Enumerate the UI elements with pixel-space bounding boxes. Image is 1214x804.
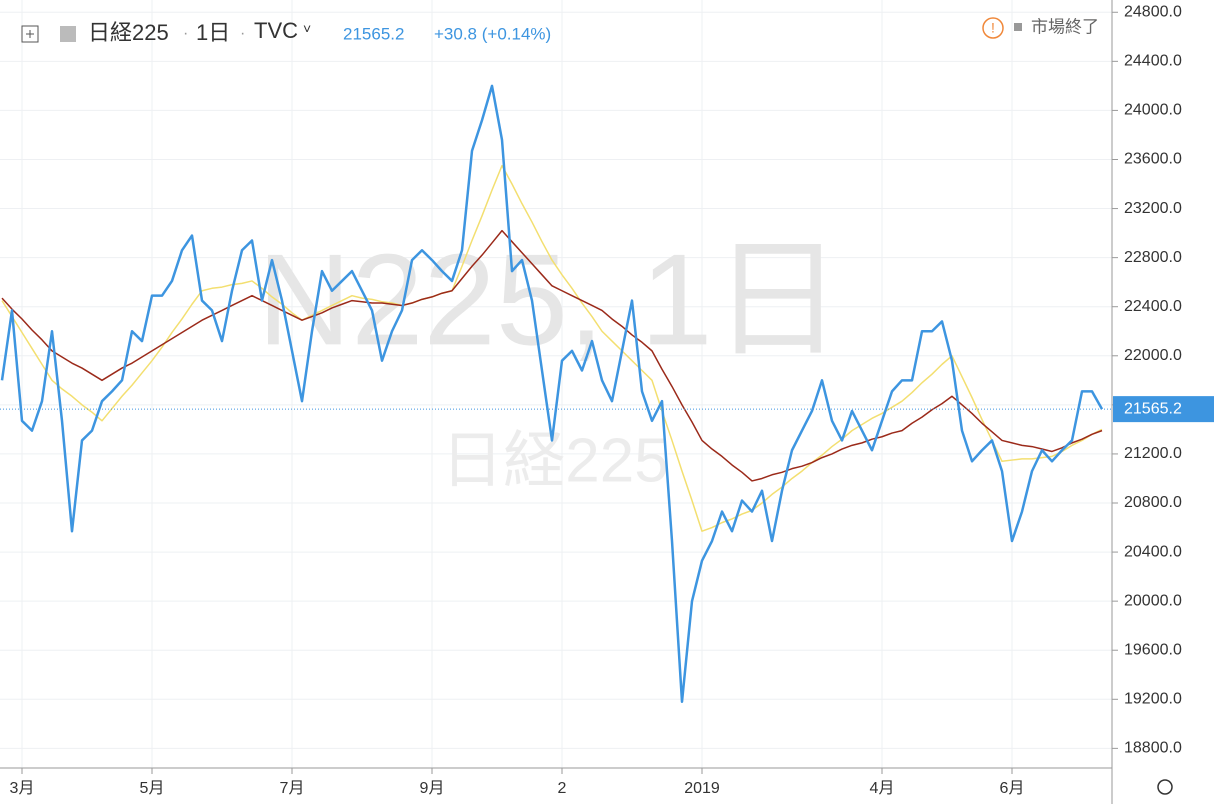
grid [0, 0, 1112, 768]
watermark: N225, 1日 [257, 226, 842, 372]
y-tick-label: 20000.0 [1124, 592, 1182, 609]
x-tick-label: 9月 [420, 780, 445, 797]
series-line [0, 84, 1104, 704]
series-line [1, 229, 1103, 482]
x-tick-label: 2019 [684, 780, 720, 797]
market-status: 市場終了 [1031, 17, 1099, 36]
y-tick-label: 20800.0 [1124, 494, 1182, 511]
y-tick-label: 19600.0 [1124, 641, 1182, 658]
series-line [1, 164, 1103, 532]
alert-icon[interactable] [982, 17, 1004, 39]
header: 日経225 · 1日 · TVC ˅ 21565.2 +30.8 (+0.14%… [21, 17, 1099, 45]
separator: · [183, 25, 188, 42]
y-tick-label: 24800.0 [1124, 3, 1182, 20]
last-price-label: 21565.2 [1124, 400, 1182, 417]
settings-icon[interactable] [1157, 779, 1173, 795]
interval[interactable]: 1日 [196, 20, 230, 45]
x-tick-label: 5月 [140, 780, 165, 797]
y-tick-label: 24000.0 [1124, 102, 1182, 119]
last-price-tag [1113, 396, 1214, 423]
plot [0, 84, 1112, 704]
settings-gear[interactable] [1157, 779, 1173, 795]
dropdown-caret[interactable]: ˅ [303, 21, 311, 37]
x-tick-label: 6月 [1000, 780, 1025, 797]
flag-icon [60, 26, 76, 42]
change: +30.8 (+0.14%) [434, 24, 551, 43]
y-tick-label: 22800.0 [1124, 249, 1182, 266]
status-dot [1014, 23, 1022, 31]
y-tick-label: 18800.0 [1124, 740, 1182, 757]
y-tick-label: 22000.0 [1124, 347, 1182, 364]
y-tick-label: 24400.0 [1124, 53, 1182, 70]
y-tick-label: 22400.0 [1124, 298, 1182, 315]
x-tick-label: 2 [558, 780, 567, 797]
y-tick-label: 23200.0 [1124, 200, 1182, 217]
y-tick-label: 19200.0 [1124, 691, 1182, 708]
price: 21565.2 [343, 24, 404, 43]
separator: · [240, 25, 245, 42]
alert-icon-mark: ! [991, 20, 995, 36]
add-icon[interactable] [21, 25, 39, 43]
source[interactable]: TVC [254, 18, 298, 43]
x-tick-label: 4月 [870, 780, 895, 797]
x-tick-label: 7月 [280, 780, 305, 797]
y-tick-label: 23600.0 [1124, 151, 1182, 168]
y-tick-label: 21200.0 [1124, 445, 1182, 462]
y-tick-label: 20400.0 [1124, 543, 1182, 560]
watermark-sub: 日経225 [441, 426, 668, 495]
symbol[interactable]: 日経225 [88, 20, 169, 45]
x-tick-label: 3月 [10, 780, 35, 797]
